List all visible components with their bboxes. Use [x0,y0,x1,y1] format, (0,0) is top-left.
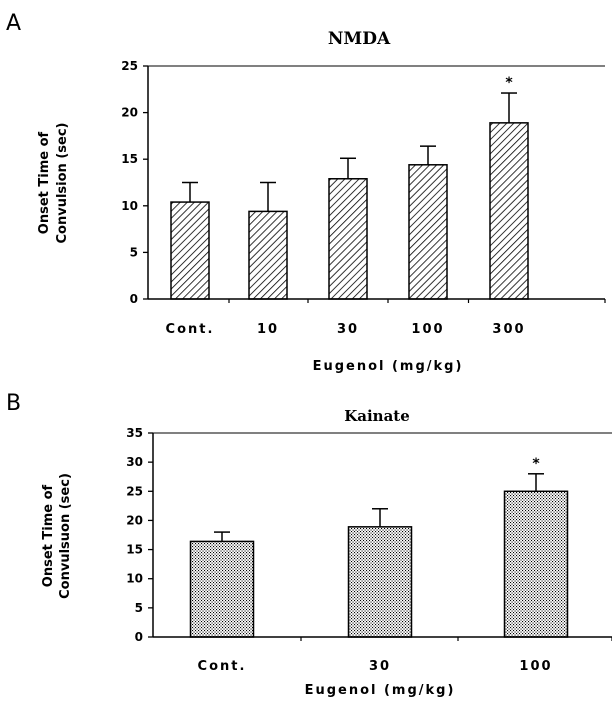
panel-a-bar [170,201,210,300]
panel-b-yticks: 0 5 10 15 20 25 30 35 [126,426,153,644]
panel-a-ylabel-line2: Convulsion (sec) [55,123,70,244]
panel-a-ytick-label: 20 [121,106,138,120]
panel-a-bar [328,178,368,300]
panel-b-ytick-label: 30 [126,455,143,469]
panel-b-ylabel-line2: Convulsuon (sec) [58,473,73,599]
panel-a-ytick-label: 15 [121,152,138,166]
panel-b-bar [347,526,413,638]
panel-b-ytick-label: 20 [126,513,143,527]
panel-a-xlabel: Eugenol (mg/kg) [313,359,464,374]
panel-a-yticks: 0 5 10 15 20 25 [121,59,148,306]
panel-a-bar [489,122,529,300]
panel-a-ytick-label: 25 [121,59,138,73]
panel-a-ytick-label: 10 [121,199,138,213]
panel-b-ytick-label: 10 [126,572,143,586]
panel-b-category-label: 100 [519,659,552,674]
panel-b-ytick-label: 15 [126,543,143,557]
panel-a-ytick-label: 0 [130,292,138,306]
panel-b-title: Kainate [344,407,410,425]
panel-a-title: NMDA [328,29,391,49]
panel-b-categories: Cont. 30 100 [198,637,612,674]
panel-a-category-label: 300 [492,322,525,337]
panel-b-label: B [6,391,21,416]
panel-b-ytick-label: 0 [135,630,143,644]
panel-a-ylabel-line1: Onset Time of [37,131,52,234]
panel-a-ytick-label: 5 [130,245,138,259]
panel-b-xlabel: Eugenol (mg/kg) [305,683,456,698]
panel-b-category-label: Cont. [198,659,247,674]
panel-a-significance-marker: * [505,75,513,91]
panel-b-bar [503,490,569,638]
panel-a-label: A [6,11,21,36]
panel-a-bar [248,210,288,300]
panel-b-category-label: 30 [369,659,391,674]
panel-a-chart: A NMDA Onset Time of Convulsion (sec) Eu… [6,11,606,374]
panel-b-ylabel-line1: Onset Time of [41,484,56,587]
panel-b-ytick-label: 25 [126,484,143,498]
panel-a-bar [408,164,448,300]
panel-a-categories: Cont. 10 30 100 300 [166,299,606,337]
panel-a-bars: * [170,75,529,300]
panel-b-chart: B Kainate Onset Time of Convulsuon (sec)… [6,391,612,698]
panel-b-ytick-label: 5 [135,601,143,615]
panel-b-ytick-label: 35 [126,426,143,440]
panel-a-category-label: 30 [337,322,359,337]
panel-b-bars: * [189,456,569,638]
panel-b-bar [189,540,255,638]
panel-b-significance-marker: * [532,456,540,472]
panel-a-category-label: Cont. [166,322,215,337]
panel-a-category-label: 10 [257,322,279,337]
panel-a-category-label: 100 [411,322,444,337]
